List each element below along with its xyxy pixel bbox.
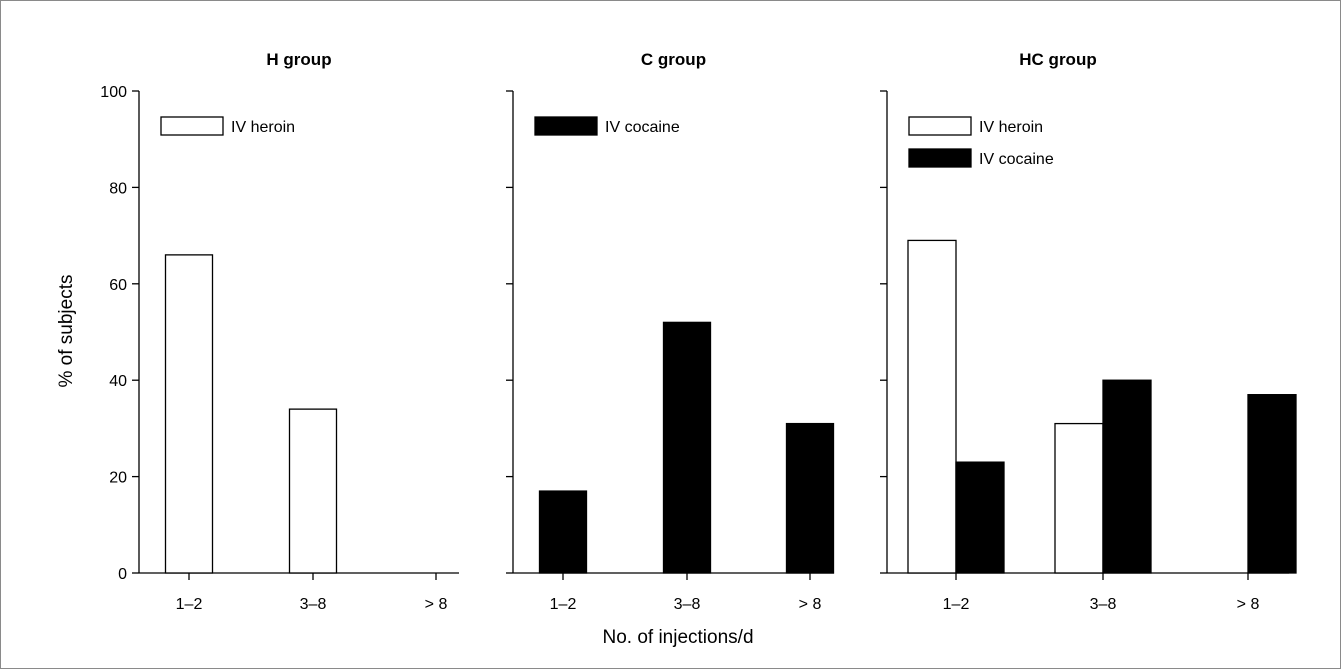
y-tick-label: 80 (109, 180, 127, 197)
legend-label: IV cocaine (979, 151, 1054, 168)
legend-label: IV heroin (231, 119, 295, 136)
bar (662, 321, 712, 574)
bar (538, 490, 588, 574)
x-tick-label: > 8 (425, 596, 448, 613)
bar (907, 239, 957, 574)
bar (288, 408, 338, 574)
y-tick-label: 40 (109, 373, 127, 390)
y-tick-label: 100 (100, 84, 127, 101)
x-tick-label: 3–8 (300, 596, 327, 613)
legend-swatch (908, 116, 972, 136)
panel-title: HC group (1019, 50, 1096, 69)
y-tick-label: 0 (118, 566, 127, 583)
legend-label: IV heroin (979, 119, 1043, 136)
panel-title: H group (266, 50, 331, 69)
x-tick-label: > 8 (799, 596, 822, 613)
x-tick-label: 1–2 (176, 596, 203, 613)
y-axis-label: % of subjects (56, 275, 77, 388)
bar (1247, 394, 1297, 574)
bar (164, 254, 214, 574)
legend-swatch (534, 116, 598, 136)
x-tick-label: 3–8 (674, 596, 701, 613)
legend-label: IV cocaine (605, 119, 680, 136)
x-tick-label: 1–2 (550, 596, 577, 613)
legend-swatch (160, 116, 224, 136)
bar (1054, 422, 1104, 574)
x-tick-label: > 8 (1237, 596, 1260, 613)
bar (1102, 379, 1152, 574)
bar (785, 422, 835, 574)
y-tick-label: 60 (109, 277, 127, 294)
bar (955, 461, 1005, 574)
x-tick-label: 1–2 (943, 596, 970, 613)
panel-title: C group (641, 50, 706, 69)
legend-swatch (908, 148, 972, 168)
x-axis-label: No. of injections/d (602, 627, 753, 648)
y-tick-label: 20 (109, 470, 127, 487)
x-tick-label: 3–8 (1090, 596, 1117, 613)
